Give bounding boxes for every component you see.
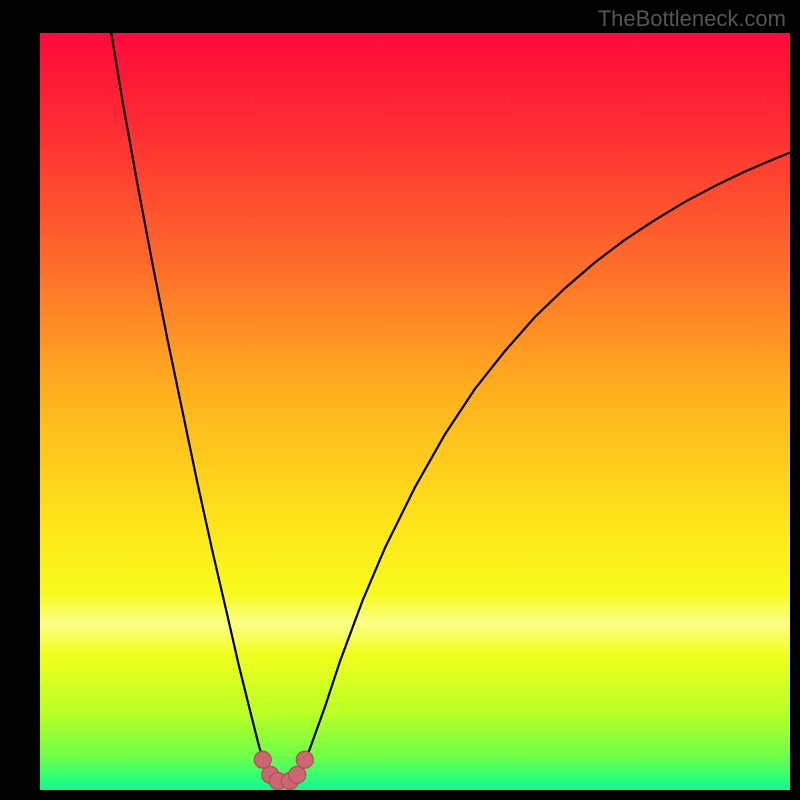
marker-group — [254, 751, 313, 789]
marker-point — [296, 751, 313, 768]
plot-area — [40, 33, 790, 790]
marker-point — [254, 751, 271, 768]
curve-layer — [40, 33, 790, 790]
marker-point — [289, 766, 306, 783]
bottleneck-curve — [111, 33, 790, 782]
attribution-text: TheBottleneck.com — [598, 6, 786, 32]
